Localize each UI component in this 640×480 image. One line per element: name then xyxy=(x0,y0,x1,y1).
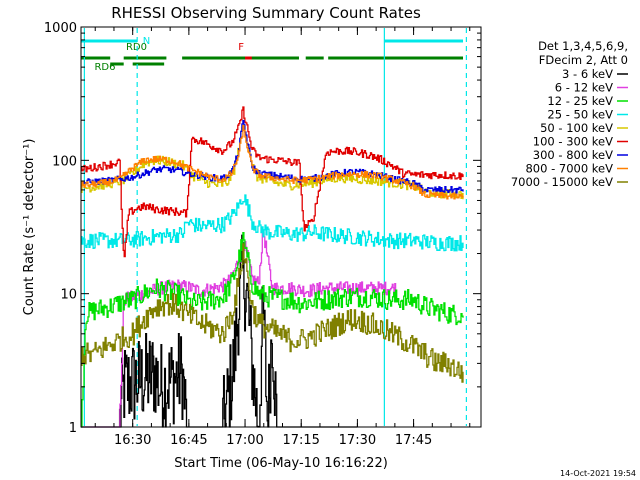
series-line-5 xyxy=(81,106,464,258)
legend-entry-label: 12 - 25 keV xyxy=(547,94,613,108)
y-tick-label: 10 xyxy=(60,288,77,303)
x-axis-ticks: 16:30 16:45 17:00 17:15 17:30 17:45 xyxy=(94,27,471,448)
legend-entry-label: 7000 - 15000 keV xyxy=(511,175,613,189)
legend-entry-label: 50 - 100 keV xyxy=(540,121,613,135)
legend-entry-label: 3 - 6 keV xyxy=(562,67,613,81)
series-line-6 xyxy=(81,119,464,194)
y-tick-label: 1000 xyxy=(44,21,77,36)
segment-label-n: N xyxy=(143,36,150,47)
legend-header-line: Det 1,3,4,5,6,9, xyxy=(538,39,628,53)
plot-frame xyxy=(80,26,482,428)
y-axis-label: Count Rate (s⁻¹ detector⁻¹) xyxy=(22,139,37,316)
series-line-7 xyxy=(81,124,464,200)
legend-entry-label: 25 - 50 keV xyxy=(547,108,613,122)
x-tick-label: 17:30 xyxy=(339,433,376,448)
x-tick-label: 16:30 xyxy=(114,433,151,448)
legend-header-line: FDecim 2, Att 0 xyxy=(539,53,628,67)
x-tick-label: 16:45 xyxy=(170,433,207,448)
legend-entry-label: 100 - 300 keV xyxy=(533,135,613,149)
series-lines xyxy=(81,106,464,428)
series-line-8 xyxy=(81,243,464,383)
y-tick-label: 100 xyxy=(52,154,77,169)
segment-label-rd6: RD6 xyxy=(94,62,115,73)
segment-label-f: F xyxy=(238,42,244,53)
x-axis-label: Start Time (06-May-10 16:16:22) xyxy=(174,456,388,471)
series-line-2 xyxy=(81,231,464,428)
legend-entry-label: 6 - 12 keV xyxy=(555,81,613,95)
footer-timestamp: 14-Oct-2021 19:54 xyxy=(560,469,636,478)
legend: Det 1,3,4,5,6,9,FDecim 2, Att 03 - 6 keV… xyxy=(511,39,628,189)
chart-title: RHESSI Observing Summary Count Rates xyxy=(111,4,421,22)
legend-entry-label: 300 - 800 keV xyxy=(533,148,613,162)
legend-entry-label: 800 - 7000 keV xyxy=(525,162,613,176)
y-tick-label: 1 xyxy=(69,421,77,436)
y-axis-ticks: 1 10 100 1000 xyxy=(44,21,481,436)
segment-label-rd0: RD0 xyxy=(126,42,147,53)
series-line-3 xyxy=(81,194,464,252)
x-tick-label: 17:45 xyxy=(395,433,432,448)
x-tick-label: 17:00 xyxy=(226,433,263,448)
x-tick-label: 17:15 xyxy=(282,433,319,448)
